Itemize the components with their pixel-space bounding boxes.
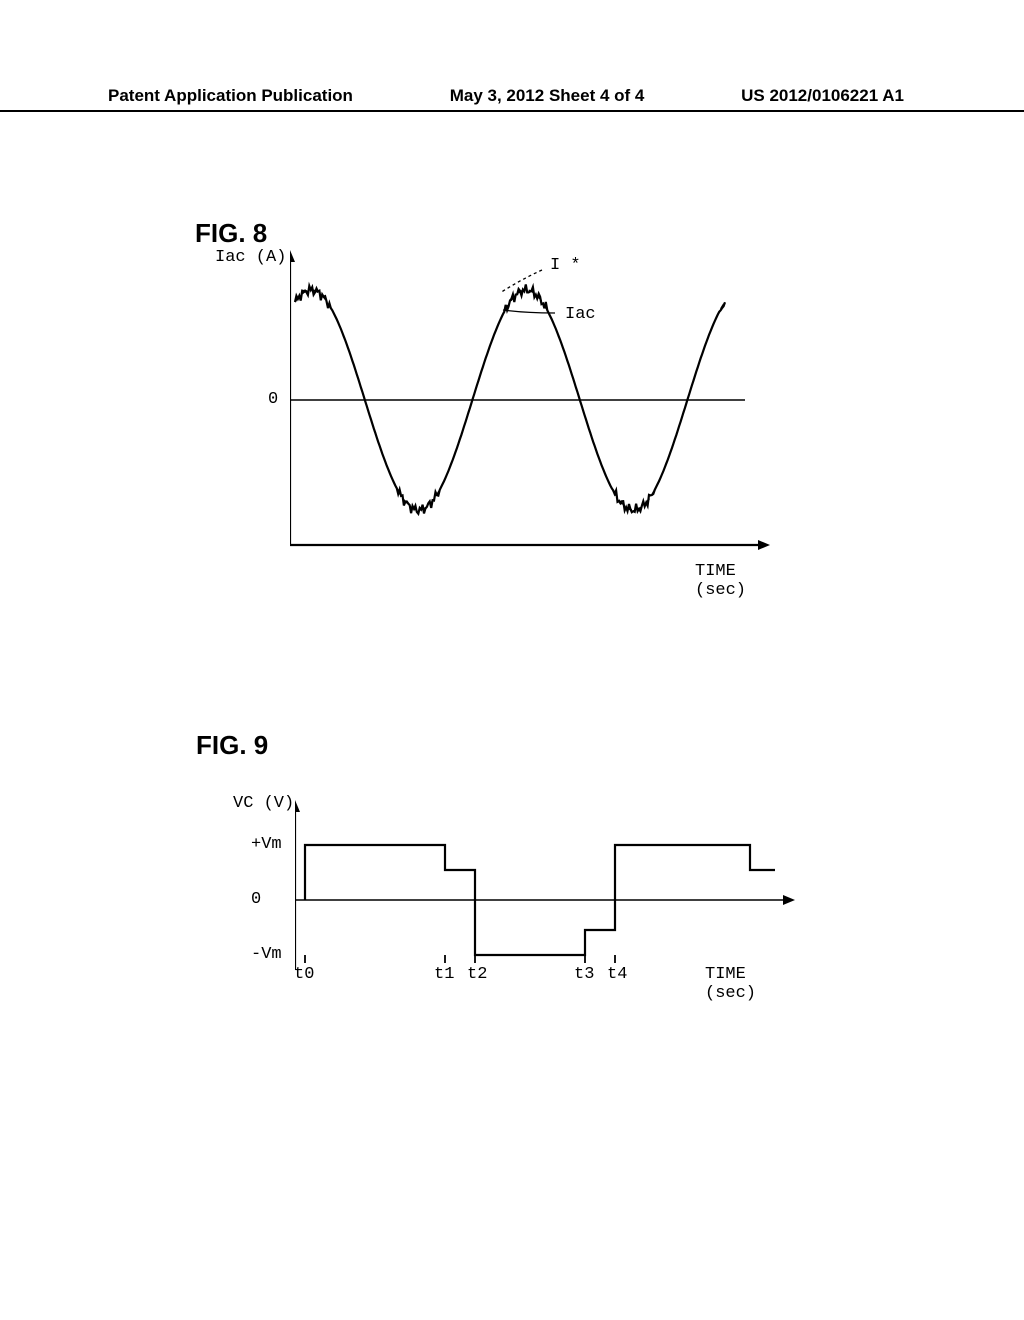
fig9-ylabel: VC (V) (233, 794, 294, 813)
fig8-istar-label: I * (550, 256, 581, 275)
fig8-ylabel: Iac (A) (215, 248, 286, 267)
fig9-xtick-t1: t1 (434, 965, 454, 984)
page-header: Patent Application Publication May 3, 20… (0, 86, 1024, 112)
fig9-label: FIG. 9 (196, 730, 268, 761)
fig9-ytick-zero: 0 (251, 890, 261, 909)
fig9-xtick-t3: t3 (574, 965, 594, 984)
fig8-xlabel: TIME (sec) (695, 562, 770, 600)
fig9-chart: VC (V) TIME (sec) +Vm 0 -Vm t0 t1 t2 t3 … (295, 800, 795, 1000)
fig9-xtick-t4: t4 (607, 965, 627, 984)
fig8-zero-label: 0 (268, 390, 278, 409)
fig9-xtick-t2: t2 (467, 965, 487, 984)
fig9-ytick-minus-vm: -Vm (251, 945, 282, 964)
fig8-chart: Iac (A) 0 TIME (sec) I * Iac (290, 250, 770, 560)
fig9-ytick-plus-vm: +Vm (251, 835, 282, 854)
fig8-svg (290, 250, 770, 560)
header-right: US 2012/0106221 A1 (741, 86, 904, 106)
fig8-iac-label: Iac (565, 305, 596, 324)
fig8-label: FIG. 8 (195, 218, 267, 249)
fig9-xtick-t0: t0 (294, 965, 314, 984)
fig9-xlabel: TIME (sec) (705, 965, 795, 1003)
header-left: Patent Application Publication (108, 86, 353, 106)
header-center: May 3, 2012 Sheet 4 of 4 (450, 86, 645, 106)
